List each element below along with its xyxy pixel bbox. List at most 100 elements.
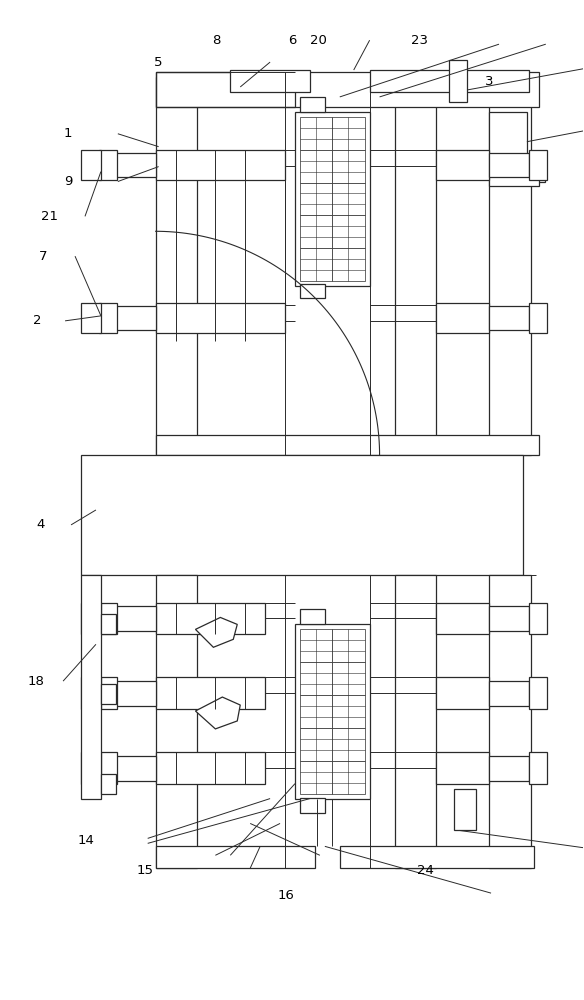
Bar — [81, 677, 101, 709]
Bar — [436, 150, 489, 180]
Bar — [116, 153, 156, 177]
Bar — [300, 183, 332, 215]
Bar — [332, 629, 364, 662]
Bar — [81, 455, 523, 575]
Bar — [300, 629, 332, 662]
Text: 9: 9 — [64, 175, 72, 188]
Bar — [529, 603, 547, 634]
Text: 8: 8 — [212, 34, 221, 47]
Bar — [489, 159, 539, 186]
Bar — [156, 603, 265, 634]
Bar — [156, 677, 265, 709]
Bar — [332, 248, 364, 281]
Text: 6: 6 — [288, 34, 296, 47]
Bar — [517, 160, 545, 182]
Bar — [332, 695, 364, 728]
Text: 23: 23 — [411, 34, 429, 47]
Bar — [156, 150, 285, 180]
Bar — [300, 728, 332, 761]
Bar — [81, 752, 101, 784]
Bar — [332, 183, 364, 215]
Bar — [81, 150, 101, 180]
Bar — [300, 798, 325, 813]
Bar — [156, 77, 197, 455]
Bar — [300, 150, 332, 183]
Bar — [116, 606, 156, 631]
Bar — [116, 306, 156, 330]
Bar — [436, 303, 489, 333]
Bar — [116, 756, 156, 781]
Bar — [230, 70, 310, 92]
Bar — [489, 112, 527, 162]
Bar — [101, 774, 116, 794]
Text: 24: 24 — [417, 864, 434, 877]
Bar — [395, 77, 436, 455]
Bar — [529, 677, 547, 709]
Bar — [156, 435, 539, 455]
Bar — [101, 684, 116, 704]
Bar — [332, 215, 364, 248]
Bar — [156, 752, 265, 784]
Bar — [489, 606, 529, 631]
Bar — [300, 609, 325, 624]
Polygon shape — [196, 617, 237, 647]
Bar — [300, 97, 325, 112]
Bar — [300, 695, 332, 728]
Bar — [81, 575, 101, 799]
Bar — [370, 70, 529, 92]
Text: 5: 5 — [154, 56, 162, 69]
Bar — [99, 150, 117, 180]
Bar — [300, 215, 332, 248]
Text: 21: 21 — [40, 210, 58, 223]
Bar — [156, 575, 197, 868]
Bar — [340, 846, 534, 868]
Bar — [332, 761, 364, 794]
Text: 20: 20 — [310, 34, 326, 47]
Bar — [101, 614, 116, 634]
Bar — [156, 72, 539, 107]
Bar — [81, 303, 101, 333]
Bar — [295, 624, 370, 799]
Bar — [436, 603, 489, 634]
Text: 1: 1 — [64, 127, 72, 140]
Text: 16: 16 — [278, 889, 294, 902]
Bar — [99, 752, 117, 784]
Bar — [300, 248, 332, 281]
Bar — [436, 752, 489, 784]
Bar — [156, 846, 315, 868]
Text: 4: 4 — [37, 518, 45, 531]
Bar — [489, 153, 529, 177]
Bar — [489, 77, 531, 455]
Bar — [99, 303, 117, 333]
Bar — [489, 756, 529, 781]
Bar — [395, 575, 436, 868]
Text: 15: 15 — [137, 864, 154, 877]
Bar — [489, 681, 529, 706]
Bar — [449, 60, 467, 102]
Bar — [529, 150, 547, 180]
Bar — [454, 789, 476, 830]
Bar — [300, 761, 332, 794]
Bar — [332, 117, 364, 150]
Bar — [529, 752, 547, 784]
Bar — [99, 677, 117, 709]
Bar — [116, 681, 156, 706]
Text: 3: 3 — [485, 75, 494, 88]
Bar — [332, 662, 364, 695]
Bar — [489, 306, 529, 330]
Bar — [99, 603, 117, 634]
Bar — [436, 677, 489, 709]
Bar — [81, 603, 101, 634]
Bar — [529, 303, 547, 333]
Bar — [332, 150, 364, 183]
Bar — [300, 662, 332, 695]
Text: 18: 18 — [28, 675, 45, 688]
Bar — [295, 112, 370, 286]
Text: 7: 7 — [39, 250, 47, 263]
Bar — [156, 303, 285, 333]
Bar — [300, 117, 332, 150]
Bar — [332, 728, 364, 761]
Bar — [489, 575, 531, 868]
Bar — [300, 284, 325, 298]
Text: 14: 14 — [77, 834, 94, 847]
